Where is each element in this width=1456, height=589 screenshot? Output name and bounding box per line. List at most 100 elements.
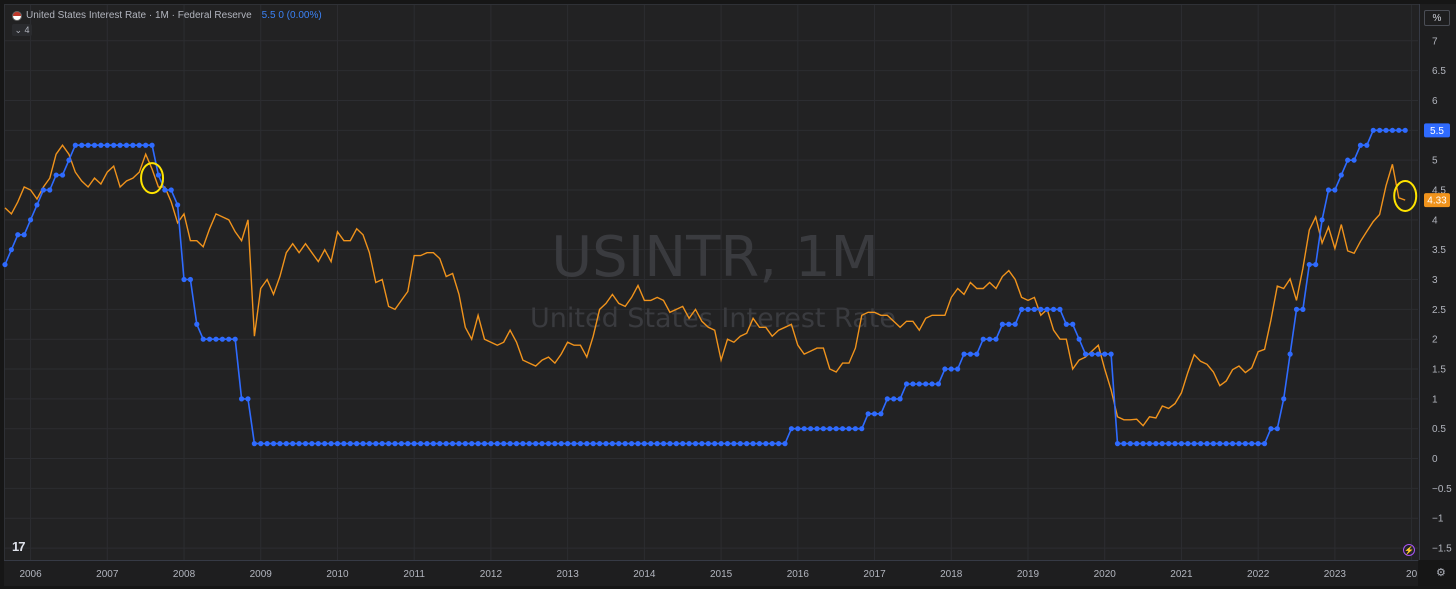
y-tick-label: 0 bbox=[1432, 454, 1438, 465]
fed-rate-point bbox=[1242, 441, 1248, 447]
price-scale[interactable] bbox=[1419, 4, 1456, 560]
fed-rate-point bbox=[270, 441, 277, 447]
fed-rate-point bbox=[213, 336, 219, 342]
fed-rate-point bbox=[302, 441, 309, 447]
fed-rate-point bbox=[1146, 441, 1153, 447]
fed-rate-point bbox=[430, 441, 436, 447]
fed-rate-point bbox=[552, 441, 558, 447]
fed-rate-point bbox=[1038, 306, 1044, 312]
fed-rate-point bbox=[149, 142, 155, 148]
fed-rate-point bbox=[628, 441, 635, 447]
fed-rate-point bbox=[692, 441, 699, 447]
fed-rate-point bbox=[59, 172, 66, 178]
fed-rate-point bbox=[437, 441, 443, 447]
fed-rate-point bbox=[1306, 261, 1312, 268]
fed-rate-point bbox=[143, 142, 149, 148]
fed-rate-point bbox=[513, 441, 520, 447]
tradingview-logo-icon[interactable]: 17 bbox=[12, 539, 26, 554]
fed-rate-point bbox=[1319, 217, 1325, 223]
fed-rate-price-label-box bbox=[1424, 123, 1450, 138]
fed-rate-point bbox=[622, 441, 628, 447]
x-tick-label: 2011 bbox=[403, 569, 425, 580]
fed-rate-point bbox=[558, 441, 564, 447]
fed-rate-point bbox=[405, 441, 411, 447]
fed-rate-point bbox=[85, 142, 91, 148]
fed-rate-point bbox=[354, 441, 360, 447]
fed-rate-point bbox=[539, 441, 545, 447]
fed-rate-point bbox=[635, 441, 641, 447]
orange-price-label-box bbox=[1424, 193, 1450, 208]
fed-rate-point bbox=[1172, 441, 1178, 447]
x-tick-label: 2019 bbox=[1017, 569, 1040, 580]
fed-rate-point bbox=[1114, 441, 1121, 447]
x-tick-label: 2008 bbox=[173, 569, 196, 580]
lightning-icon[interactable]: ⚡ bbox=[1403, 544, 1415, 556]
x-tick-label: 2016 bbox=[787, 569, 810, 580]
fed-rate-point bbox=[507, 441, 513, 447]
fed-rate-point bbox=[756, 441, 763, 447]
fed-rate-point bbox=[699, 441, 705, 447]
fed-rate-point bbox=[852, 426, 858, 432]
fed-rate-point bbox=[462, 441, 468, 447]
fed-rate-point bbox=[347, 441, 353, 447]
fed-rate-point bbox=[1351, 157, 1357, 163]
x-tick-label: 2007 bbox=[96, 569, 119, 580]
fed-rate-point bbox=[117, 142, 123, 148]
fed-rate-point bbox=[238, 396, 245, 402]
legend[interactable]: United States Interest Rate · 1M · Feder… bbox=[12, 10, 322, 21]
fed-rate-point bbox=[1012, 321, 1018, 327]
fed-rate-point bbox=[923, 381, 929, 387]
fed-rate-point bbox=[1153, 441, 1159, 447]
fed-rate-point bbox=[1089, 351, 1095, 357]
fed-rate-point bbox=[782, 441, 788, 447]
fed-rate-point bbox=[731, 441, 737, 447]
fed-rate-point bbox=[1204, 441, 1210, 447]
fed-rate-point bbox=[66, 157, 72, 163]
plot-area[interactable] bbox=[4, 4, 1419, 561]
fed-rate-point bbox=[929, 381, 935, 387]
gear-icon[interactable]: ⚙ bbox=[1436, 567, 1446, 579]
fed-rate-point bbox=[98, 142, 104, 148]
fed-rate-point bbox=[801, 426, 807, 432]
x-tick-label: 2022 bbox=[1247, 569, 1270, 580]
y-tick-label: −1.5 bbox=[1432, 544, 1452, 555]
fed-rate-point bbox=[488, 441, 494, 447]
fed-rate-point bbox=[533, 441, 539, 447]
unit-toggle[interactable]: % bbox=[1424, 10, 1450, 26]
fed-rate-point bbox=[948, 366, 954, 372]
fed-rate-point bbox=[597, 441, 603, 447]
fed-rate-point bbox=[1332, 187, 1338, 193]
fed-rate-point bbox=[1210, 441, 1217, 447]
chevron-down-icon[interactable]: ⌄ 4 bbox=[12, 24, 32, 36]
fed-rate-point bbox=[1249, 441, 1255, 447]
fed-rate-point bbox=[111, 142, 117, 148]
fed-rate-point bbox=[206, 336, 213, 342]
fed-rate-point bbox=[808, 426, 814, 432]
fed-rate-point bbox=[91, 142, 98, 148]
fed-rate-point bbox=[366, 441, 373, 447]
fed-rate-point bbox=[660, 441, 667, 447]
fed-rate-point bbox=[1095, 351, 1101, 357]
y-tick-label: 6 bbox=[1432, 96, 1438, 107]
fed-rate-point bbox=[1134, 441, 1140, 447]
fed-rate-point bbox=[814, 426, 820, 432]
fed-rate-point bbox=[1127, 441, 1133, 447]
fed-rate-point bbox=[1166, 441, 1172, 447]
fed-rate-point bbox=[1108, 351, 1114, 357]
time-scale[interactable] bbox=[4, 560, 1418, 586]
fed-rate-point bbox=[1223, 441, 1229, 447]
y-tick-label: −0.5 bbox=[1432, 484, 1452, 495]
fed-rate-point bbox=[1396, 127, 1402, 133]
fed-rate-point bbox=[1198, 441, 1204, 447]
fed-rate-point bbox=[200, 336, 206, 342]
fed-rate-point bbox=[392, 441, 398, 447]
fed-rate-point bbox=[449, 441, 456, 447]
y-tick-label: 1.5 bbox=[1432, 365, 1446, 376]
fed-rate-point bbox=[1191, 441, 1197, 447]
fed-rate-point bbox=[245, 396, 251, 402]
fed-rate-point bbox=[469, 441, 475, 447]
fed-rate-point bbox=[1070, 321, 1076, 327]
fed-rate-point bbox=[475, 441, 481, 447]
fed-rate-point bbox=[79, 142, 85, 148]
